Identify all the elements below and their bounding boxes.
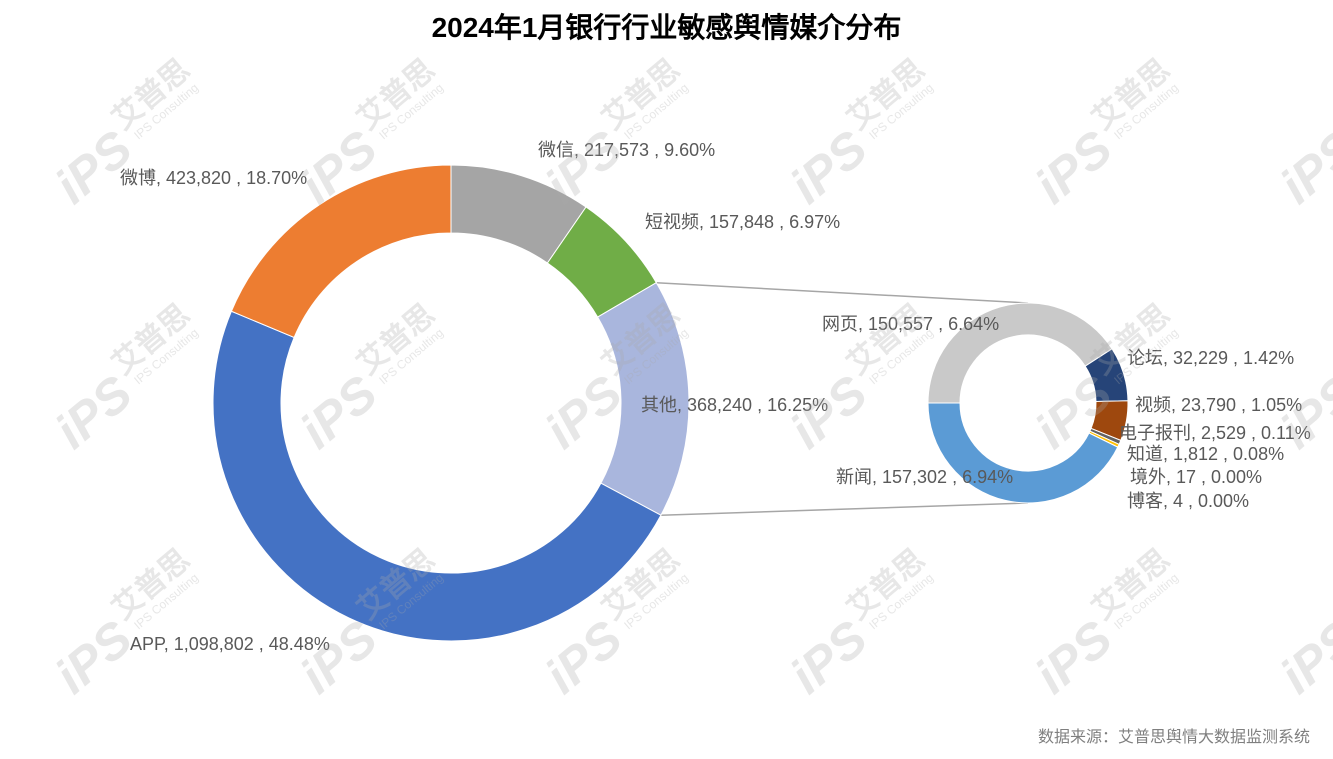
connector-line xyxy=(660,502,1029,516)
watermark-logo: iPS xyxy=(1025,120,1123,215)
watermark-brand-en: IPS Consulting xyxy=(1111,571,1181,633)
secondary-doughnut xyxy=(927,302,1129,504)
secondary-slice-label: 知道, 1,812 , 0.08% xyxy=(1127,444,1284,464)
secondary-slice-label: 电子报刊, 2,529 , 0.11% xyxy=(1119,423,1311,443)
watermark-brand: 艾普思 xyxy=(840,542,931,626)
watermark-brand-en: IPS Consulting xyxy=(866,326,936,388)
watermark-logo: iPS xyxy=(780,610,878,705)
watermark-brand-en: IPS Consulting xyxy=(131,571,201,633)
watermark-logo: iPS xyxy=(45,610,143,705)
watermark-logo: iPS xyxy=(1025,610,1123,705)
data-labels: 微信, 217,573 , 9.60% 短视频, 157,848 , 6.97% 其… xyxy=(120,140,1311,654)
primary-slice-label: 短视频, 157,848 , 6.97% xyxy=(645,212,840,232)
secondary-slice-label: 视频, 23,790 , 1.05% xyxy=(1135,395,1302,415)
watermark-brand-en: IPS Consulting xyxy=(131,81,201,143)
primary-slice-label: 微博, 423,820 , 18.70% xyxy=(120,168,307,188)
watermark-brand: 艾普思 xyxy=(1085,542,1176,626)
watermark-brand-en: IPS Consulting xyxy=(376,81,446,143)
secondary-slice-label: 网页, 150,557 , 6.64% xyxy=(822,314,999,334)
watermark-brand: 艾普思 xyxy=(105,52,196,136)
connector-line xyxy=(656,281,1029,304)
secondary-slice-label: 论坛, 32,229 , 1.42% xyxy=(1127,348,1294,368)
watermark-logo: iPS xyxy=(290,365,388,460)
data-source-note: 数据来源：艾普思舆情大数据监测系统 xyxy=(1037,729,1310,746)
primary-slice-label: 微信, 217,573 , 9.60% xyxy=(538,140,715,160)
watermark-logo: iPS xyxy=(535,610,633,705)
connector-lines xyxy=(656,281,1029,516)
primary-slice-label: APP, 1,098,802 , 48.48% xyxy=(130,634,330,654)
watermark-brand-en: IPS Consulting xyxy=(621,571,691,633)
primary-doughnut xyxy=(212,164,690,642)
watermark-brand: 艾普思 xyxy=(1085,52,1176,136)
primary-slice xyxy=(230,164,452,339)
watermark-brand: 艾普思 xyxy=(840,52,931,136)
chart-title: 2024年1月银行行业敏感舆情媒介分布 xyxy=(431,12,902,43)
watermark-brand: 艾普思 xyxy=(105,542,196,626)
watermark-logo: iPS xyxy=(1270,120,1333,215)
secondary-slice-label: 境外, 17 , 0.00% xyxy=(1130,467,1262,487)
watermark-logo: iPS xyxy=(1270,610,1333,705)
watermark-brand-en: IPS Consulting xyxy=(376,326,446,388)
primary-slice xyxy=(212,310,662,642)
watermark-brand: 艾普思 xyxy=(350,297,441,381)
watermark-brand: 艾普思 xyxy=(350,52,441,136)
watermark-brand-en: IPS Consulting xyxy=(866,81,936,143)
watermark-brand-en: IPS Consulting xyxy=(131,326,201,388)
watermark-logo: iPS xyxy=(45,365,143,460)
secondary-slice xyxy=(927,302,1113,404)
secondary-slice-label: 博客, 4 , 0.00% xyxy=(1127,491,1249,511)
secondary-slice-label: 新闻, 157,302 , 6.94% xyxy=(836,467,1013,487)
watermark-brand-en: IPS Consulting xyxy=(866,571,936,633)
watermark-logo: iPS xyxy=(780,120,878,215)
secondary-slice xyxy=(927,402,1119,504)
watermark-brand: 艾普思 xyxy=(840,297,931,381)
watermark-brand-en: IPS Consulting xyxy=(621,81,691,143)
watermark-brand-en: IPS Consulting xyxy=(1111,81,1181,143)
primary-slice-label: 其他, 368,240 , 16.25% xyxy=(641,395,828,415)
watermark-brand: 艾普思 xyxy=(105,297,196,381)
watermark-brand: 艾普思 xyxy=(595,52,686,136)
